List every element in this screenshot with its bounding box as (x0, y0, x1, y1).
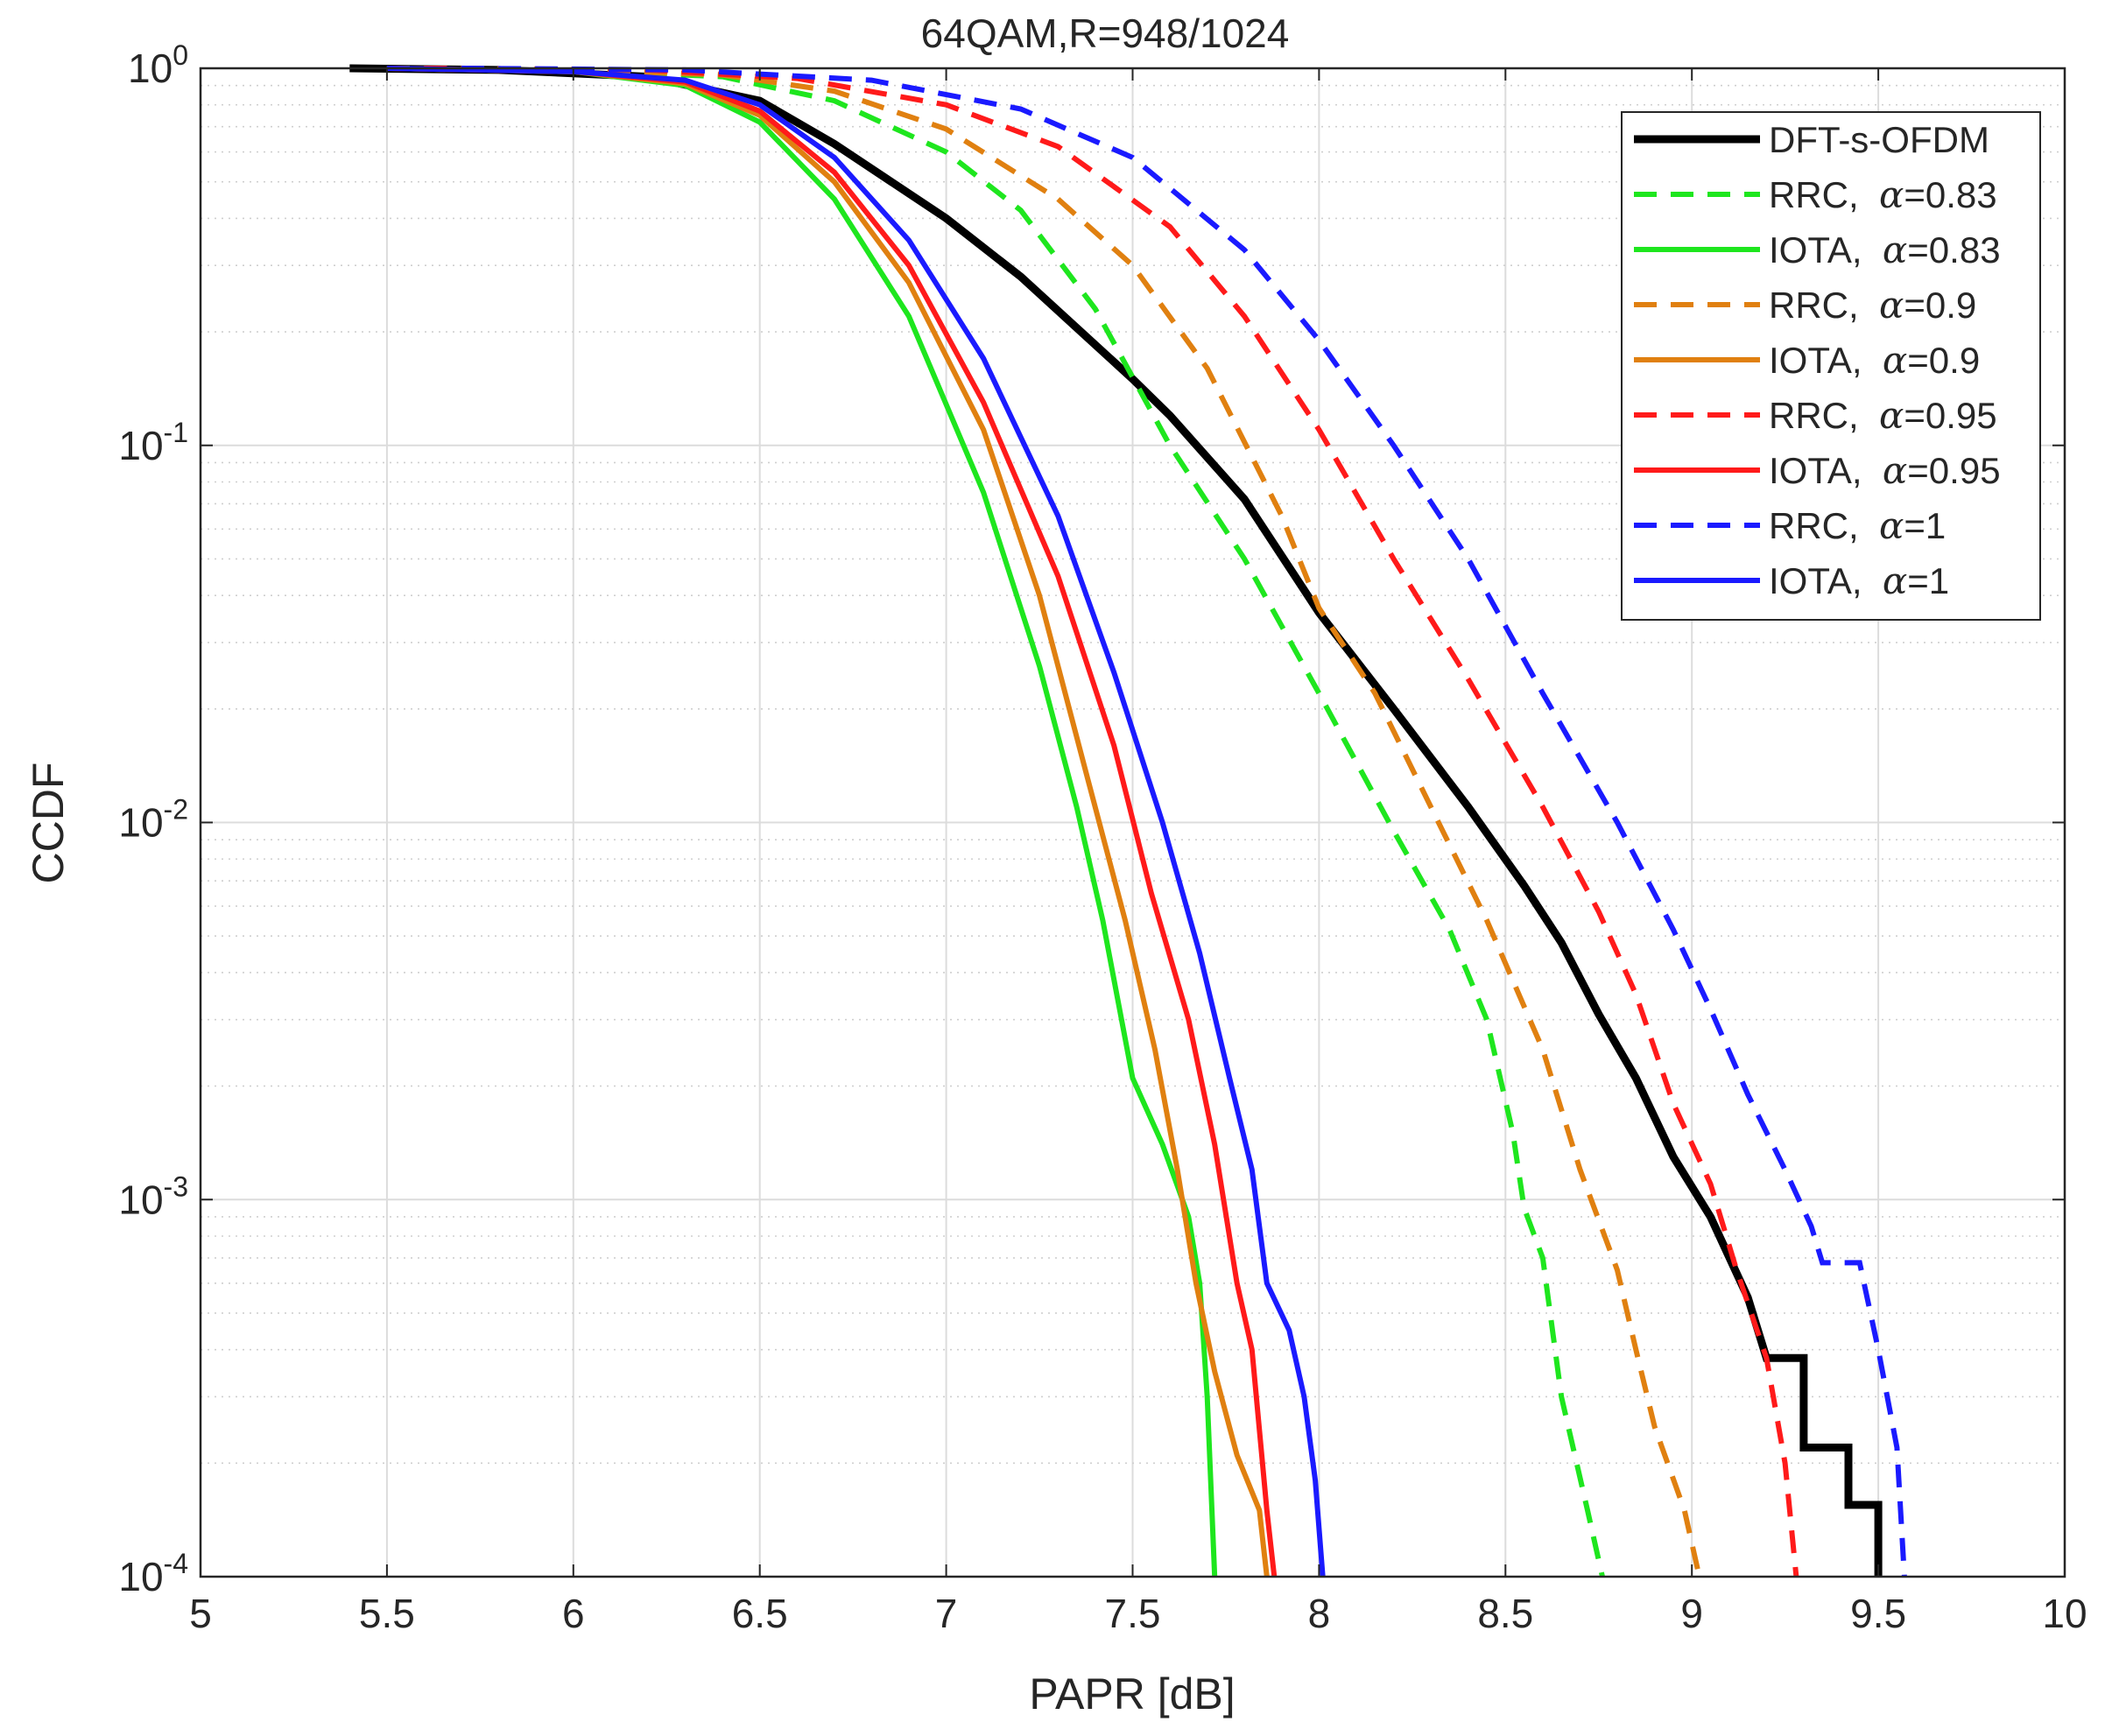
y-tick-label: 10-2 (118, 794, 188, 846)
x-tick-label: 6.5 (732, 1591, 788, 1636)
chart-title: 64QAM,R=948/1024 (921, 11, 1290, 56)
y-tick-label: 10-1 (118, 417, 188, 468)
y-tick-label: 10-3 (118, 1170, 188, 1222)
x-tick-label: 9 (1680, 1591, 1703, 1636)
series-lines (349, 64, 1907, 1578)
series-line (386, 66, 1278, 1578)
series-line (386, 66, 1326, 1578)
x-tick-label: 5 (189, 1591, 212, 1636)
legend-label: DFT-s-OFDM (1769, 119, 1989, 160)
x-tick-label: 5.5 (359, 1591, 415, 1636)
legend-label: IOTA, α=0.95 (1769, 449, 2001, 492)
legend-label: RRC, α=0.83 (1769, 173, 1997, 216)
x-tick-label: 8 (1308, 1591, 1331, 1636)
legend-label: RRC, α=0.95 (1769, 394, 1997, 437)
legend-label: RRC, α=1 (1769, 504, 1946, 547)
y-axis-label: CCDF (24, 763, 73, 884)
x-tick-label: 9.5 (1850, 1591, 1906, 1636)
legend-label: IOTA, α=1 (1769, 559, 1949, 602)
x-tick-label: 6 (562, 1591, 585, 1636)
series-line (386, 66, 1218, 1578)
legend-label: IOTA, α=0.83 (1769, 228, 2001, 271)
series-line (461, 66, 1907, 1578)
series-line (424, 66, 1799, 1578)
x-tick-label: 10 (2042, 1591, 2087, 1636)
grid (201, 68, 2065, 1577)
series-line (386, 66, 1605, 1578)
x-tick-label: 7.5 (1105, 1591, 1161, 1636)
axis-ticks: 5 5.5 6 6.5 7 7.5 8 8.5 9 9.5 10 100 10-1 10-2 10-3 10-… (118, 39, 2087, 1636)
x-axis-label: PAPR [dB] (1029, 1669, 1235, 1718)
legend-label: RRC, α=0.9 (1769, 284, 1976, 327)
legend: DFT-s-OFDM RRC, α=0.83 IOTA, α=0.83 RRC, α=… (1621, 111, 2041, 621)
series-line (349, 64, 1883, 1577)
y-tick-label: 100 (128, 39, 188, 91)
legend-label: IOTA, α=0.9 (1769, 339, 1980, 382)
x-tick-label: 8.5 (1477, 1591, 1533, 1636)
series-line (386, 66, 1702, 1578)
y-tick-label: 10-4 (118, 1548, 188, 1599)
x-tick-label: 7 (935, 1591, 958, 1636)
series-line (386, 66, 1270, 1578)
